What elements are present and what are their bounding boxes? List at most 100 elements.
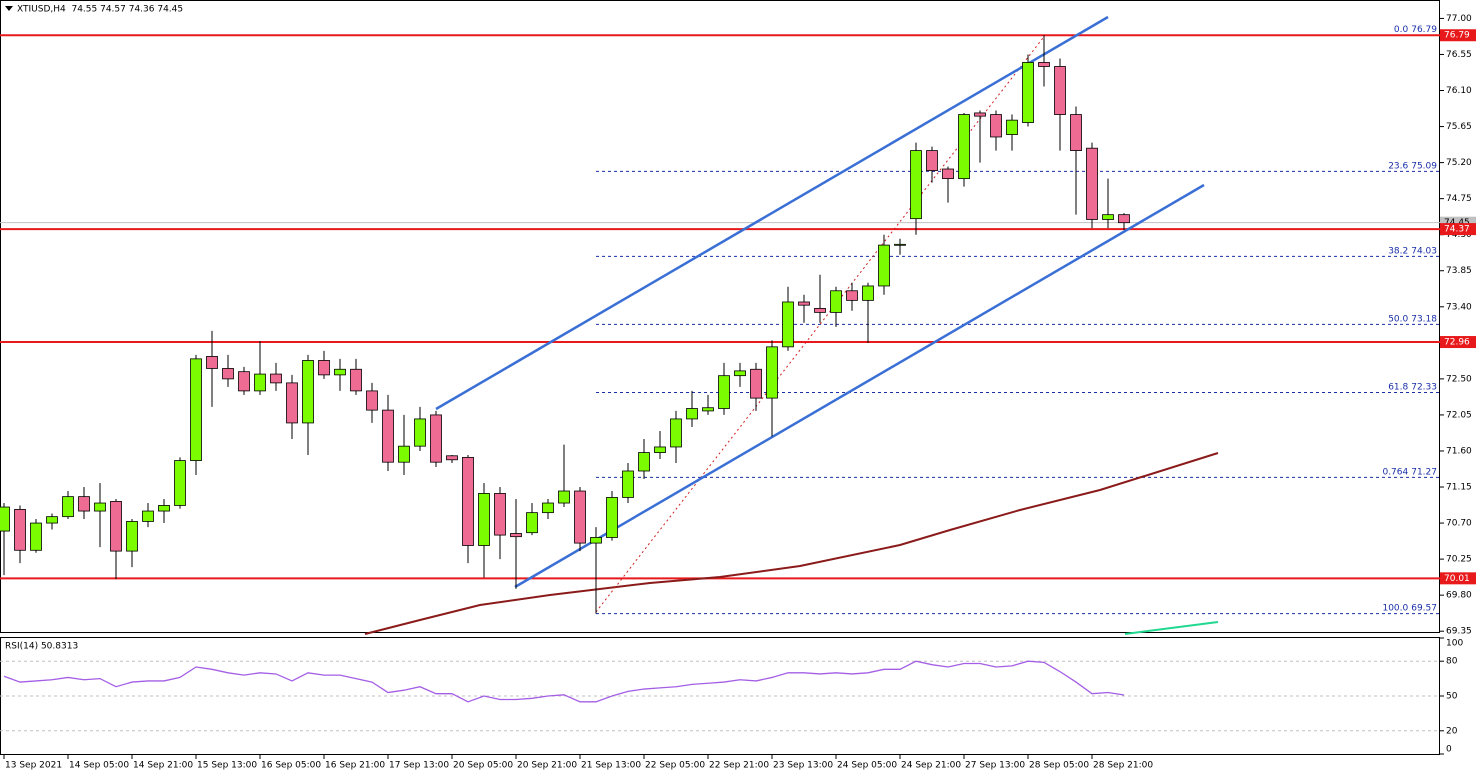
price-panel xyxy=(0,0,1440,633)
candle-body xyxy=(494,493,506,536)
y-tick-label: 0 xyxy=(1446,745,1452,755)
candle-body xyxy=(334,368,346,376)
x-tick-label: 22 Sep 21:00 xyxy=(709,761,769,771)
fib-ratio: 38.2 xyxy=(1388,246,1408,256)
candle-body xyxy=(478,493,490,546)
x-tick-label: 14 Sep 21:00 xyxy=(133,761,193,771)
x-tick-label: 24 Sep 21:00 xyxy=(901,761,961,771)
level-label: 70.01 xyxy=(1444,574,1470,584)
candle-body xyxy=(574,490,586,544)
x-tick-label: 15 Sep 13:00 xyxy=(197,761,257,771)
candle-body xyxy=(942,168,954,180)
y-tick-label: 80 xyxy=(1446,657,1458,667)
fib-value: 73.18 xyxy=(1411,314,1437,324)
candle-body xyxy=(414,418,426,447)
y-tick-label: 71.15 xyxy=(1446,483,1472,493)
y-tick-label: 70.25 xyxy=(1446,555,1472,565)
drawings xyxy=(364,15,1219,635)
level-label: 72.96 xyxy=(1444,338,1470,348)
x-tick-label: 21 Sep 13:00 xyxy=(581,761,641,771)
candle-body xyxy=(974,112,986,117)
rsi-title: RSI(14) 50.8313 xyxy=(5,642,78,652)
fib-label: 38.2 74.03 xyxy=(1388,246,1437,256)
candle-body xyxy=(990,114,1002,138)
candle-body xyxy=(718,375,730,409)
candle-body xyxy=(430,414,442,463)
fib-ratio: 50.0 xyxy=(1388,314,1408,324)
y-tick-label: 74.30 xyxy=(1446,230,1472,240)
x-tick-label: 23 Sep 13:00 xyxy=(773,761,833,771)
fib-label: 61.8 72.33 xyxy=(1388,382,1437,392)
candle-body xyxy=(190,358,202,461)
candle-body xyxy=(606,497,618,538)
candle-body xyxy=(734,370,746,377)
candle-body xyxy=(78,496,90,512)
candle-body xyxy=(302,360,314,424)
fib-label: 0.0 76.79 xyxy=(1394,25,1437,35)
candle-body xyxy=(462,456,474,546)
y-tick-label: 74.75 xyxy=(1446,194,1472,204)
candle-body xyxy=(654,446,666,453)
fib-value: 76.79 xyxy=(1411,25,1437,35)
candle-body xyxy=(1022,62,1034,123)
candle-body xyxy=(206,356,218,369)
level-label: 76.79 xyxy=(1444,31,1470,41)
y-tick-label: 70.70 xyxy=(1446,519,1472,529)
fib-value: 74.03 xyxy=(1411,246,1437,256)
fib-label: 50.0 73.18 xyxy=(1388,314,1437,324)
fib-label: 0.764 71.27 xyxy=(1382,467,1437,477)
x-tick-label: 27 Sep 13:00 xyxy=(965,761,1025,771)
candle-body xyxy=(1054,66,1066,115)
candle-body xyxy=(270,373,282,384)
level-box xyxy=(1440,336,1476,349)
y-tick-label: 69.80 xyxy=(1446,591,1472,601)
moving-average xyxy=(364,452,1219,635)
candle-body xyxy=(1006,119,1018,135)
chart-title: XTIUSD,H4 74.55 74.57 74.36 74.45 xyxy=(17,5,183,15)
candle-body xyxy=(558,490,570,504)
candle-body xyxy=(238,371,250,392)
x-tick-label: 28 Sep 21:00 xyxy=(1093,761,1153,771)
candle-body xyxy=(1086,147,1098,220)
candle-body xyxy=(510,533,522,538)
candle-body xyxy=(382,409,394,463)
x-tick-label: 16 Sep 05:00 xyxy=(261,761,321,771)
candle-body xyxy=(222,368,234,380)
fib-label: 23.6 75.09 xyxy=(1388,161,1437,171)
candle-body xyxy=(878,244,890,287)
candle-body xyxy=(542,502,554,514)
candle-body xyxy=(398,445,410,463)
candle-body xyxy=(798,301,810,306)
candle-body xyxy=(142,510,154,522)
y-tick-label: 73.85 xyxy=(1446,266,1472,276)
candle-body xyxy=(174,460,186,506)
fib-ratio: 23.6 xyxy=(1388,161,1408,171)
x-tick-label: 20 Sep 21:00 xyxy=(517,761,577,771)
x-tick-label: 22 Sep 05:00 xyxy=(645,761,705,771)
fib-value: 75.09 xyxy=(1411,161,1437,171)
candle-body xyxy=(830,290,842,313)
candle-body xyxy=(702,407,714,412)
candle-body xyxy=(670,418,682,448)
candle-body xyxy=(526,512,538,534)
x-tick-label: 14 Sep 05:00 xyxy=(69,761,129,771)
candle-body xyxy=(254,373,266,392)
candle-body xyxy=(46,516,58,524)
fib-ratio: 0.764 xyxy=(1382,467,1408,477)
y-tick-label: 76.55 xyxy=(1446,50,1472,60)
candle-body xyxy=(110,501,122,552)
candle-body xyxy=(1118,214,1130,224)
fib-ratio: 100.0 xyxy=(1382,603,1408,613)
y-tick-label: 75.65 xyxy=(1446,122,1472,132)
x-tick-label: 28 Sep 05:00 xyxy=(1029,761,1089,771)
candle-body xyxy=(94,502,106,512)
candle-body xyxy=(782,301,794,348)
y-tick-label: 72.05 xyxy=(1446,410,1472,420)
candle-body xyxy=(958,114,970,180)
y-tick-label: 76.10 xyxy=(1446,86,1472,96)
candle-body xyxy=(1038,62,1050,67)
fib-value: 72.33 xyxy=(1411,382,1437,392)
candle-body xyxy=(62,496,74,518)
level-box xyxy=(1440,572,1476,585)
